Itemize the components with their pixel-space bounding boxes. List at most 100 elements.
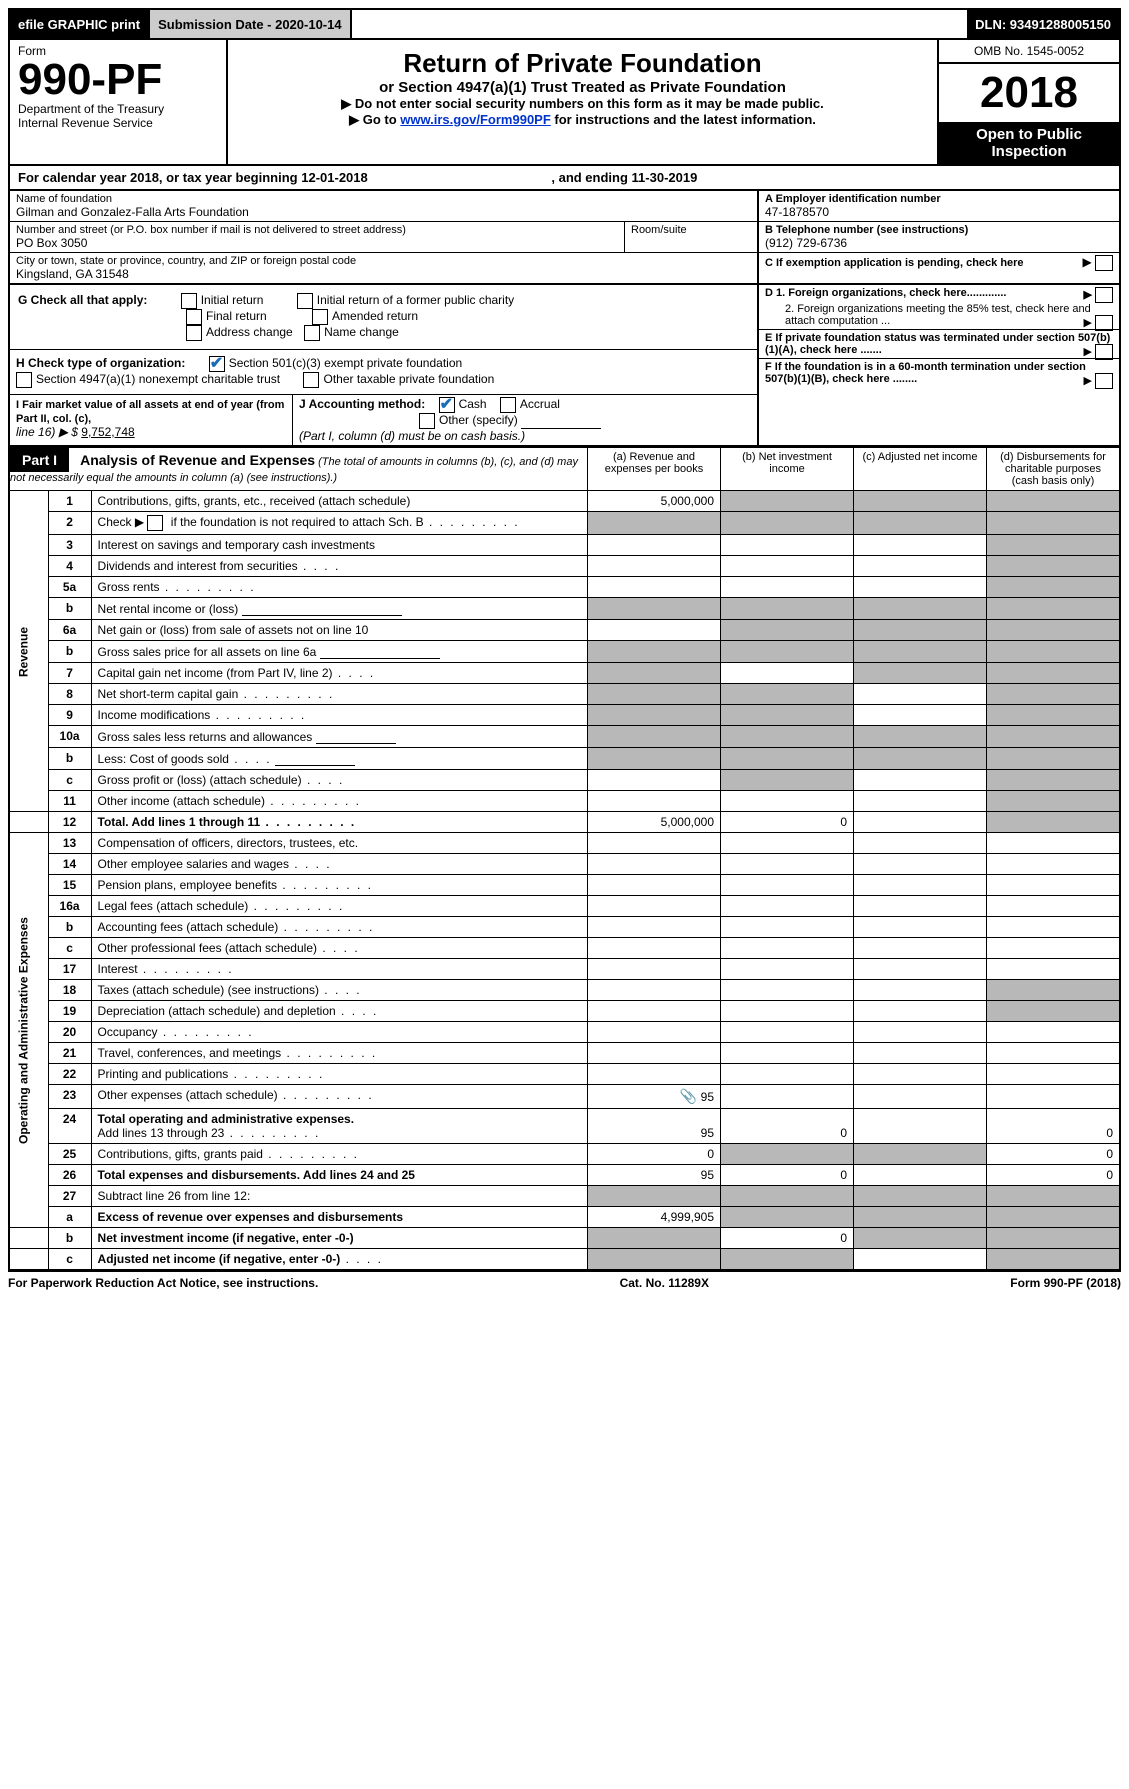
g5-checkbox[interactable]: [312, 309, 328, 325]
row-num: 8: [48, 684, 91, 705]
r6b-input[interactable]: [320, 644, 440, 659]
r21-c: [854, 1043, 987, 1064]
r5b-d: [987, 598, 1120, 620]
g1-checkbox[interactable]: [181, 293, 197, 309]
h1-checkbox[interactable]: [209, 356, 225, 372]
row-num: 14: [48, 854, 91, 875]
form-number: 990-PF: [18, 58, 218, 102]
c-checkbox[interactable]: [1095, 255, 1113, 271]
j2-checkbox[interactable]: [500, 397, 516, 413]
r10b-t: Less: Cost of goods sold: [98, 752, 229, 766]
j3-input[interactable]: [521, 414, 601, 429]
r15-b: [721, 875, 854, 896]
r10b-input[interactable]: [275, 751, 355, 766]
row-num: 24: [48, 1109, 91, 1144]
r8-a: [588, 684, 721, 705]
r12-t: Total. Add lines 1 through 11: [98, 815, 261, 829]
form-title-block: Return of Private Foundation or Section …: [228, 40, 937, 164]
row-num: b: [48, 748, 91, 770]
row-desc: Capital gain net income (from Part IV, l…: [91, 663, 587, 684]
row-num: 1: [48, 491, 91, 512]
r22-t: Printing and publications: [98, 1067, 229, 1081]
j1-checkbox[interactable]: [439, 397, 455, 413]
f-checkbox[interactable]: [1095, 373, 1113, 389]
r5a-a: [588, 577, 721, 598]
r6a-d: [987, 620, 1120, 641]
g4-label: Initial return of a former public charit…: [317, 293, 514, 307]
d2-checkbox[interactable]: [1095, 315, 1113, 331]
d1-checkbox[interactable]: [1095, 287, 1113, 303]
row-desc: Printing and publications: [91, 1064, 587, 1085]
attachment-icon[interactable]: 📎: [680, 1088, 697, 1104]
row-num: 10a: [48, 726, 91, 748]
g-label: G Check all that apply:: [18, 293, 147, 307]
ein-cell: A Employer identification number 47-1878…: [759, 191, 1119, 222]
r4-c: [854, 556, 987, 577]
r10a-a: [588, 726, 721, 748]
r16c-d: [987, 938, 1120, 959]
e-checkbox[interactable]: [1095, 344, 1113, 360]
ein-label: A Employer identification number: [765, 193, 1113, 205]
r20-a: [588, 1022, 721, 1043]
j-cell: J Accounting method: Cash Accrual Other …: [293, 395, 757, 445]
r27c-a: [588, 1249, 721, 1270]
row-num: c: [48, 938, 91, 959]
h2-checkbox[interactable]: [16, 372, 32, 388]
r19-t: Depreciation (attach schedule) and deple…: [98, 1004, 336, 1018]
h3-checkbox[interactable]: [303, 372, 319, 388]
r16b-d: [987, 917, 1120, 938]
row-num: 18: [48, 980, 91, 1001]
r10c-d: [987, 770, 1120, 791]
g6-checkbox[interactable]: [304, 325, 320, 341]
r20-t: Occupancy: [98, 1025, 158, 1039]
r27c-t: Adjusted net income (if negative, enter …: [98, 1252, 341, 1266]
r17-d: [987, 959, 1120, 980]
r5b-input[interactable]: [242, 601, 402, 616]
room-cell: Room/suite: [624, 222, 757, 252]
r2-c: [854, 512, 987, 535]
r25-c: [854, 1144, 987, 1165]
g3-label: Address change: [206, 325, 293, 339]
r10b-a: [588, 748, 721, 770]
r18-d: [987, 980, 1120, 1001]
row-desc: Depreciation (attach schedule) and deple…: [91, 1001, 587, 1022]
r10a-input[interactable]: [316, 729, 396, 744]
exemption-cell: C If exemption application is pending, c…: [759, 253, 1119, 271]
col-b-header: (b) Net investment income: [721, 448, 854, 491]
r19-d: [987, 1001, 1120, 1022]
name-label: Name of foundation: [16, 193, 751, 205]
r11-t: Other income (attach schedule): [98, 794, 265, 808]
r25-b: [721, 1144, 854, 1165]
j3-checkbox[interactable]: [419, 413, 435, 429]
r2-checkbox[interactable]: [147, 515, 163, 531]
foundation-name: Gilman and Gonzalez-Falla Arts Foundatio…: [16, 205, 751, 219]
g2-checkbox[interactable]: [186, 309, 202, 325]
spacer: [10, 1249, 48, 1270]
g3-checkbox[interactable]: [186, 325, 202, 341]
row-desc: Contributions, gifts, grants paid: [91, 1144, 587, 1165]
r15-t: Pension plans, employee benefits: [98, 878, 277, 892]
row-num: 4: [48, 556, 91, 577]
r7-c: [854, 663, 987, 684]
h1-label: Section 501(c)(3) exempt private foundat…: [229, 356, 462, 370]
r15-a: [588, 875, 721, 896]
r6a-a: [588, 620, 721, 641]
r26-t: Total expenses and disbursements. Add li…: [98, 1168, 415, 1182]
r2-b: [721, 512, 854, 535]
i-line: line 16) ▶ $: [16, 425, 78, 439]
r5a-t: Gross rents: [98, 580, 160, 594]
r21-t: Travel, conferences, and meetings: [98, 1046, 282, 1060]
row-num: 2: [48, 512, 91, 535]
instructions-link-row: ▶ Go to www.irs.gov/Form990PF for instru…: [236, 112, 929, 128]
r10a-d: [987, 726, 1120, 748]
r8-t: Net short-term capital gain: [98, 687, 239, 701]
i-label: I Fair market value of all assets at end…: [16, 399, 284, 425]
r27-d: [987, 1186, 1120, 1207]
r4-b: [721, 556, 854, 577]
r14-b: [721, 854, 854, 875]
r25-t: Contributions, gifts, grants paid: [98, 1147, 263, 1161]
irs-link[interactable]: www.irs.gov/Form990PF: [400, 112, 551, 127]
r16b-t: Accounting fees (attach schedule): [98, 920, 279, 934]
g4-checkbox[interactable]: [297, 293, 313, 309]
r10c-c: [854, 770, 987, 791]
